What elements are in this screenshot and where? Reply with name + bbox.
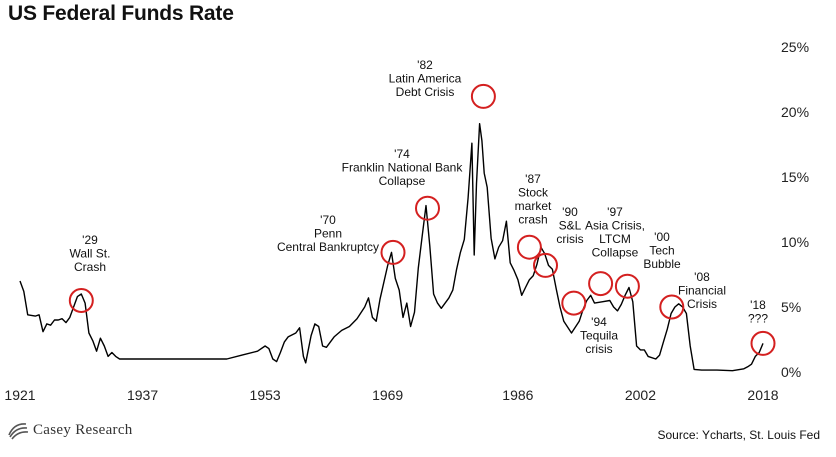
event-annotation: '70 Penn Central Bankruptcy xyxy=(277,213,379,254)
logo-text: Casey Research xyxy=(33,421,133,438)
y-tick-label: 20% xyxy=(781,104,809,120)
event-annotation-line: crash xyxy=(518,213,547,227)
event-annotation-line: '97 xyxy=(607,205,623,219)
event-annotation-line: Latin America xyxy=(389,72,462,86)
x-tick-label: 2002 xyxy=(625,387,656,403)
x-tick-label: 1937 xyxy=(127,387,158,403)
event-annotation-line: Crash xyxy=(74,260,106,274)
event-annotation-line: '29 xyxy=(82,233,98,247)
event-annotation-line: crisis xyxy=(585,342,612,356)
casey-research-logo: Casey Research xyxy=(6,420,133,440)
annotations: '29 Wall St. Crash '70 Penn Central Bankruptc… xyxy=(70,58,769,356)
x-tick-label: 2018 xyxy=(747,387,778,403)
event-annotation: '00 Tech Bubble xyxy=(643,230,681,271)
event-circle xyxy=(750,330,776,356)
event-annotation: '29 Wall St. Crash xyxy=(70,233,111,274)
event-annotation-line: Collapse xyxy=(379,174,426,188)
event-annotation-line: crisis xyxy=(556,232,583,246)
x-tick-label: 1969 xyxy=(372,387,403,403)
event-annotation-line: Crisis xyxy=(687,297,717,311)
event-annotation-line: '00 xyxy=(654,230,670,244)
series-line-fed-funds-rate xyxy=(19,122,764,372)
y-tick-label: 10% xyxy=(781,234,809,250)
event-annotation: '90 S&L crisis xyxy=(556,205,583,246)
x-tick-label: 1953 xyxy=(250,387,281,403)
event-annotation: '97 Asia Crisis, LTCM Collapse xyxy=(585,205,645,260)
y-tick-label: 25% xyxy=(781,39,809,55)
event-annotation-line: '90 xyxy=(562,205,578,219)
event-circle xyxy=(659,294,685,320)
event-annotation: '08 Financial Crisis xyxy=(678,270,726,311)
event-annotation-line: Stock xyxy=(518,186,549,200)
event-annotation-line: Wall St. xyxy=(70,247,111,261)
event-annotation: '87 Stock market crash xyxy=(515,172,552,227)
event-annotation-line: Financial xyxy=(678,284,726,298)
event-annotation-line: '82 xyxy=(417,58,433,72)
event-annotation: '18??? xyxy=(748,298,768,326)
y-axis-ticks: 0% 5% 10% 15% 20% 25% xyxy=(781,39,809,380)
event-circle xyxy=(614,273,640,299)
event-annotation-line: Collapse xyxy=(592,246,639,260)
x-axis-ticks: 1921 1937 1953 1969 1986 2002 2018 xyxy=(4,387,778,403)
y-tick-label: 15% xyxy=(781,169,809,185)
event-annotation: '74 Franklin National Bank Collapse xyxy=(342,147,464,188)
event-circle xyxy=(470,83,496,109)
event-annotation-line: '94 xyxy=(591,315,607,329)
event-annotation-line: Central Bankruptcy xyxy=(277,240,379,254)
event-annotation: '82 Latin America Debt Crisis xyxy=(389,58,462,99)
event-annotation-line: LTCM xyxy=(599,232,631,246)
event-circle xyxy=(588,271,614,297)
event-annotation-line: Debt Crisis xyxy=(396,85,455,99)
event-annotation-line: '18 xyxy=(750,298,766,312)
event-annotation-line: '70 xyxy=(320,213,336,227)
event-annotation-line: '08 xyxy=(694,270,710,284)
event-circle xyxy=(380,239,406,265)
event-markers xyxy=(68,83,776,356)
event-annotation-line: Bubble xyxy=(643,257,681,271)
event-circle xyxy=(533,252,558,278)
event-annotation-line: Asia Crisis, xyxy=(585,219,645,233)
event-circle xyxy=(415,195,440,221)
x-tick-label: 1921 xyxy=(4,387,35,403)
y-tick-label: 5% xyxy=(781,299,801,315)
event-annotation: '94 Tequila crisis xyxy=(580,315,618,356)
y-tick-label: 0% xyxy=(781,364,801,380)
x-tick-label: 1986 xyxy=(502,387,533,403)
event-annotation-line: ??? xyxy=(748,312,768,326)
event-annotation-line: Tech xyxy=(649,244,674,258)
event-annotation-line: market xyxy=(515,199,552,213)
source-note: Source: Ycharts, St. Louis Fed xyxy=(657,428,820,442)
chart-title: US Federal Funds Rate xyxy=(8,2,234,25)
event-circle xyxy=(561,290,587,316)
event-annotation-line: Franklin National Bank xyxy=(342,161,464,175)
event-circle xyxy=(68,288,94,313)
event-annotation-line: S&L xyxy=(559,219,582,233)
logo-swirl-icon xyxy=(8,423,29,440)
event-annotation-line: '74 xyxy=(394,147,410,161)
event-annotation-line: Penn xyxy=(314,227,342,241)
event-annotation-line: Tequila xyxy=(580,329,618,343)
event-annotation-line: '87 xyxy=(525,172,541,186)
event-circle xyxy=(516,234,542,260)
